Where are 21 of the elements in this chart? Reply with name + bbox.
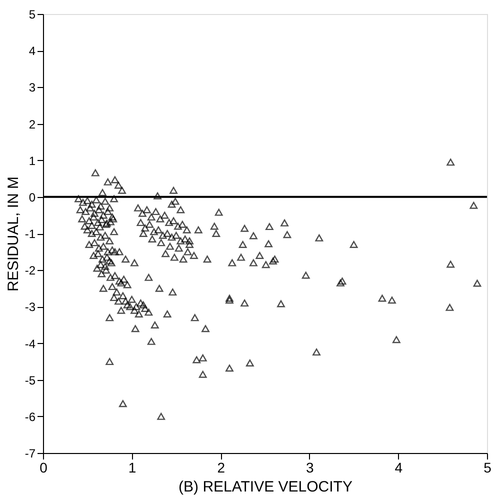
x-tick-label: 5 xyxy=(484,460,492,476)
y-tick-label: 1 xyxy=(28,154,36,168)
x-tick-label: 0 xyxy=(40,460,48,476)
x-tick-label: 1 xyxy=(128,460,136,476)
y-tick-label: -7 xyxy=(24,446,36,460)
x-tick-label: 3 xyxy=(306,460,314,476)
x-tick-label: 2 xyxy=(217,460,226,476)
x-tick-label: 4 xyxy=(394,460,403,476)
y-tick-label: 2 xyxy=(28,117,36,132)
y-tick-label: 5 xyxy=(28,8,36,22)
y-tick-label: -1 xyxy=(24,227,36,241)
y-tick-label: -5 xyxy=(24,373,36,388)
y-tick-label: -4 xyxy=(24,336,36,351)
y-tick-label: 3 xyxy=(28,80,36,95)
y-tick-label: 4 xyxy=(28,44,36,58)
x-axis-title: (B) RELATIVE VELOCITY xyxy=(178,478,352,496)
y-tick-label: -3 xyxy=(24,300,36,314)
y-tick-label: -6 xyxy=(24,410,36,424)
y-axis-title: RESIDUAL, IN M xyxy=(4,176,22,292)
y-tick-label: 0 xyxy=(28,190,36,204)
y-tick-label: -2 xyxy=(24,264,36,278)
